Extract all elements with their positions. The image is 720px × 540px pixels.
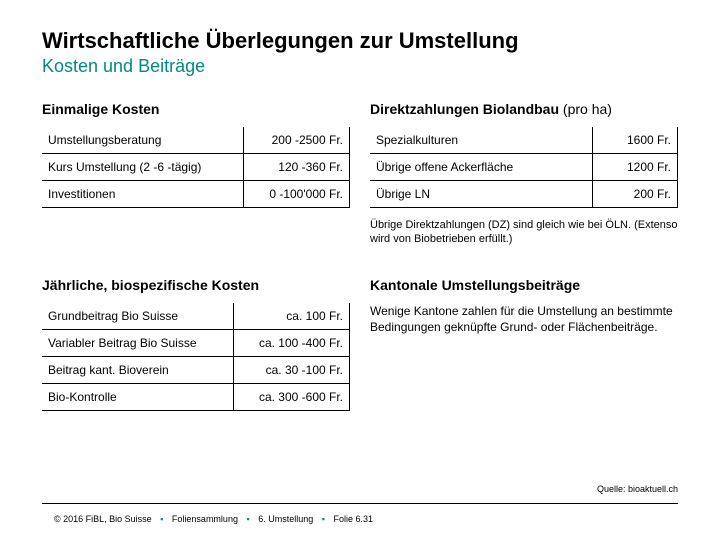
table-row: Übrige LN200 Fr. [370, 181, 678, 208]
separator-icon: ▪ [246, 514, 249, 524]
table-row: Kurs Umstellung (2 -6 -tägig)120 -360 Fr… [42, 154, 350, 181]
footer-page: Folie 6.31 [333, 514, 373, 524]
cell-label: Investitionen [42, 181, 244, 208]
table-row: Beitrag kant. Biovereinca. 30 -100 Fr. [42, 356, 350, 383]
table-row: Investitionen0 -100'000 Fr. [42, 181, 350, 208]
table-row: Spezialkulturen1600 Fr. [370, 127, 678, 154]
cell-label: Beitrag kant. Bioverein [42, 356, 234, 383]
top-row: Einmalige Kosten Umstellungsberatung200 … [42, 101, 678, 247]
heading-text: Direktzahlungen Biolandbau [370, 101, 559, 117]
table-row: Grundbeitrag Bio Suisseca. 100 Fr. [42, 303, 350, 330]
footer-chapter: 6. Umstellung [258, 514, 313, 524]
cell-value: ca. 300 -600 Fr. [234, 383, 350, 410]
source-text: Quelle: bioaktuell.ch [597, 484, 678, 494]
cell-label: Spezialkulturen [370, 127, 593, 154]
cell-value: 1600 Fr. [593, 127, 678, 154]
cell-value: 1200 Fr. [593, 154, 678, 181]
cell-label: Bio-Kontrolle [42, 383, 234, 410]
footer-divider [42, 503, 678, 504]
footer-copyright: © 2016 FiBL, Bio Suisse [54, 514, 152, 524]
right-top-block: Direktzahlungen Biolandbau (pro ha) Spez… [370, 101, 678, 247]
cell-label: Kurs Umstellung (2 -6 -tägig) [42, 154, 244, 181]
cell-value: 0 -100'000 Fr. [244, 181, 350, 208]
right-bottom-block: Kantonale Umstellungsbeiträge Wenige Kan… [370, 277, 678, 411]
left-bottom-block: Jährliche, biospezifische Kosten Grundbe… [42, 277, 350, 411]
slide: Wirtschaftliche Überlegungen zur Umstell… [0, 0, 720, 540]
cell-value: 200 -2500 Fr. [244, 127, 350, 154]
heading-suffix: (pro ha) [563, 101, 612, 117]
cell-label: Übrige LN [370, 181, 593, 208]
cell-label: Grundbeitrag Bio Suisse [42, 303, 234, 330]
table-row: Umstellungsberatung200 -2500 Fr. [42, 127, 350, 154]
left-top-table: Umstellungsberatung200 -2500 Fr. Kurs Um… [42, 127, 350, 208]
cell-label: Umstellungsberatung [42, 127, 244, 154]
right-top-table: Spezialkulturen1600 Fr. Übrige offene Ac… [370, 127, 678, 208]
cell-value: 200 Fr. [593, 181, 678, 208]
right-top-note: Übrige Direktzahlungen (DZ) sind gleich … [370, 218, 678, 247]
table-row: Variabler Beitrag Bio Suisseca. 100 -400… [42, 329, 350, 356]
table-row: Übrige offene Ackerfläche1200 Fr. [370, 154, 678, 181]
slide-title: Wirtschaftliche Überlegungen zur Umstell… [42, 28, 678, 54]
right-bottom-heading: Kantonale Umstellungsbeiträge [370, 277, 678, 293]
table-row: Bio-Kontrolleca. 300 -600 Fr. [42, 383, 350, 410]
footer: © 2016 FiBL, Bio Suisse ▪ Foliensammlung… [54, 514, 373, 524]
slide-subtitle: Kosten und Beiträge [42, 56, 678, 77]
footer-mid: Foliensammlung [172, 514, 238, 524]
right-top-heading: Direktzahlungen Biolandbau (pro ha) [370, 101, 678, 117]
cell-label: Variabler Beitrag Bio Suisse [42, 329, 234, 356]
left-top-block: Einmalige Kosten Umstellungsberatung200 … [42, 101, 350, 247]
bottom-row: Jährliche, biospezifische Kosten Grundbe… [42, 277, 678, 411]
left-bottom-table: Grundbeitrag Bio Suisseca. 100 Fr. Varia… [42, 303, 350, 411]
cell-value: ca. 30 -100 Fr. [234, 356, 350, 383]
right-bottom-paragraph: Wenige Kantone zahlen für die Umstellung… [370, 303, 678, 335]
cell-value: ca. 100 -400 Fr. [234, 329, 350, 356]
left-bottom-heading: Jährliche, biospezifische Kosten [42, 277, 350, 293]
separator-icon: ▪ [160, 514, 163, 524]
separator-icon: ▪ [322, 514, 325, 524]
cell-value: 120 -360 Fr. [244, 154, 350, 181]
left-top-heading: Einmalige Kosten [42, 101, 350, 117]
cell-label: Übrige offene Ackerfläche [370, 154, 593, 181]
cell-value: ca. 100 Fr. [234, 303, 350, 330]
